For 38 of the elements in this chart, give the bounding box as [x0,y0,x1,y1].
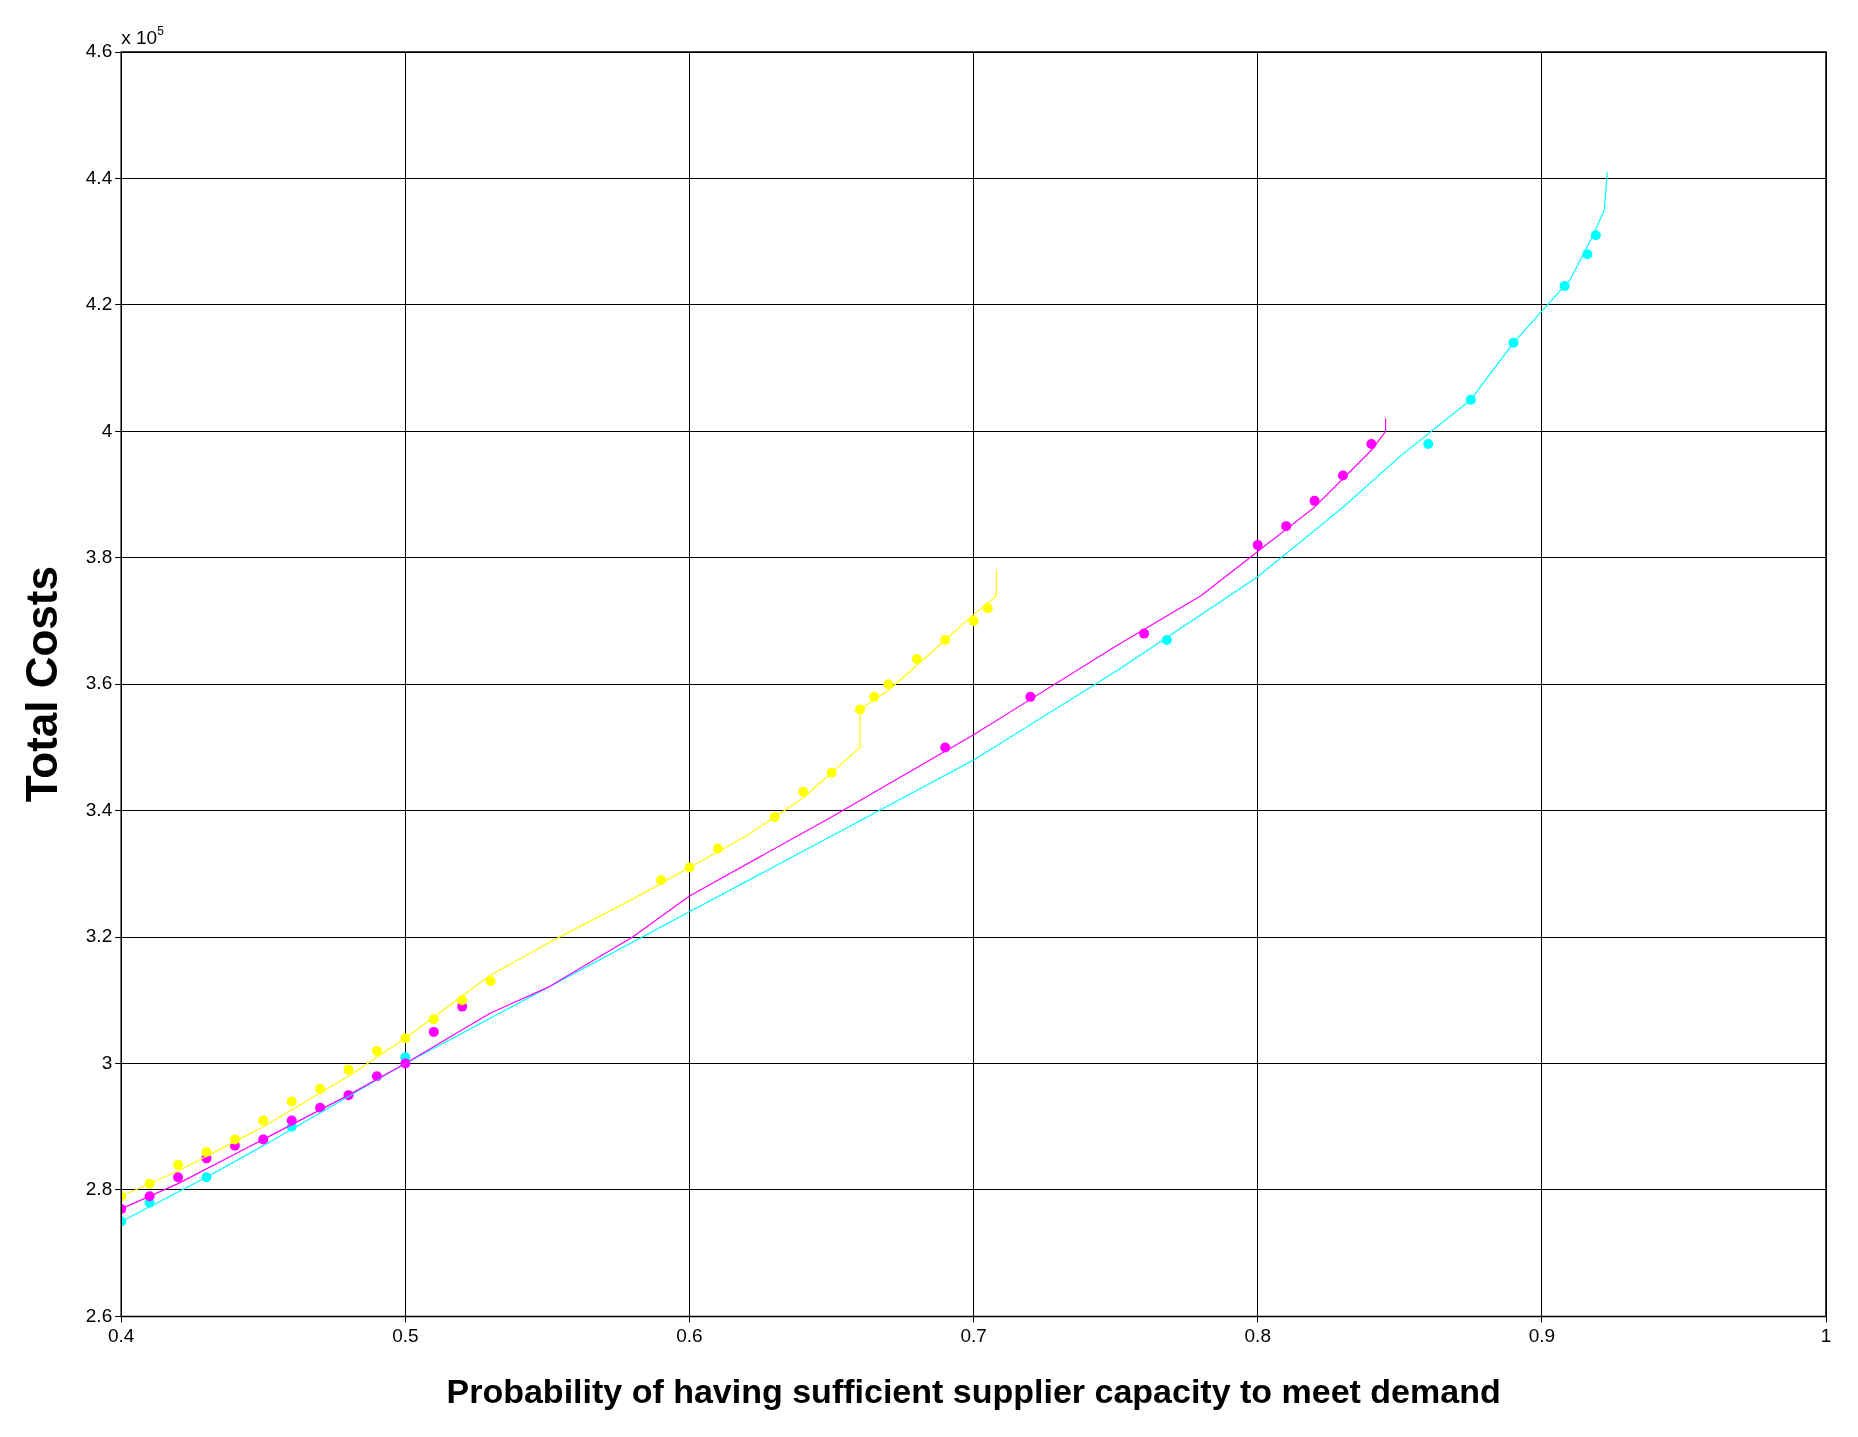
point [1366,438,1377,449]
point [173,1159,184,1170]
point [258,1115,269,1126]
point [968,615,979,626]
y-tick-label: 2.6 [85,1304,113,1326]
y-tick-label: 3 [101,1051,113,1073]
y-tick-label: 4.6 [85,40,113,62]
point [286,1096,297,1107]
point [485,976,496,987]
y-tick-label: 4.2 [85,293,113,315]
point [1139,628,1150,639]
point [173,1172,184,1183]
x-tick-label: 0.5 [392,1325,419,1347]
x-tick-label: 0.6 [676,1325,703,1347]
x-tick-label: 1 [1820,1325,1832,1347]
point [343,1064,354,1075]
y-tick-label: 3.4 [85,798,113,820]
y-tick-label: 4.4 [85,166,113,188]
y-tick-label: 4 [101,419,113,441]
y-axis-title: Total Costs [16,566,66,803]
x-tick-label: 0.9 [1528,1325,1556,1347]
point [911,653,922,664]
point [798,786,809,797]
point [371,1045,382,1056]
y-tick-label: 2.8 [85,1178,113,1200]
point [1252,540,1263,551]
y-tick-label: 3.6 [85,672,113,694]
x-tick-label: 0.7 [960,1325,987,1347]
x-axis-title: Probability of having sufficient supplier capacity to meet demand [446,1371,1501,1410]
y-tick-label: 3.8 [85,545,113,567]
point [883,679,894,690]
x-tick-label: 0.8 [1244,1325,1271,1347]
x-tick-label: 0.4 [108,1325,135,1347]
point [1309,495,1320,506]
point [982,603,993,614]
point [428,1026,439,1037]
y-tick-label: 3.2 [85,925,113,947]
point [1423,438,1434,449]
